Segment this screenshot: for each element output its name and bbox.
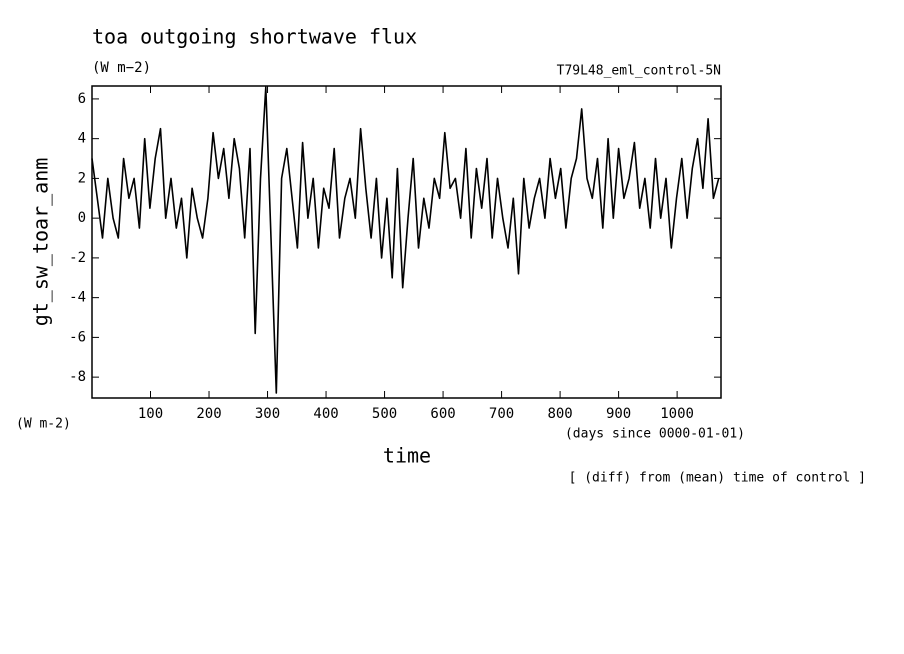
x-tick-label: 200 <box>196 406 221 422</box>
x-tick-label: 800 <box>547 406 572 422</box>
y-tick-label: 2 <box>78 170 86 186</box>
x-tick-label: 600 <box>430 406 455 422</box>
x-units: (days since 0000-01-01) <box>565 427 745 442</box>
y-tick-label: -4 <box>69 290 86 306</box>
y-tick-label: -8 <box>69 369 86 385</box>
y-units: (W m-2) <box>16 417 71 432</box>
y-tick-label: 6 <box>78 91 86 107</box>
plot-frame <box>91 85 722 399</box>
x-tick-label: 900 <box>606 406 631 422</box>
x-tick-label: 400 <box>313 406 338 422</box>
y-tick-label: -2 <box>69 250 86 266</box>
y-tick-label: 4 <box>78 131 86 147</box>
run-label: T79L48_eml_control-5N <box>557 64 721 79</box>
x-tick-label: 100 <box>138 406 163 422</box>
x-tick-label: 1000 <box>660 406 694 422</box>
subtitle: (W m−2) <box>92 60 151 76</box>
x-axis-label: time <box>383 444 431 468</box>
data-line <box>91 86 720 394</box>
x-tick-label: 700 <box>489 406 514 422</box>
x-tick-label: 500 <box>372 406 397 422</box>
y-tick-label: 0 <box>78 210 86 226</box>
chart-title: toa outgoing shortwave flux <box>92 25 417 49</box>
y-axis-label: gt_sw_toar_anm <box>29 158 53 327</box>
y-tick-label: -6 <box>69 329 86 345</box>
note: [ (diff) from (mean) time of control ] <box>569 471 866 486</box>
x-tick-label: 300 <box>255 406 280 422</box>
